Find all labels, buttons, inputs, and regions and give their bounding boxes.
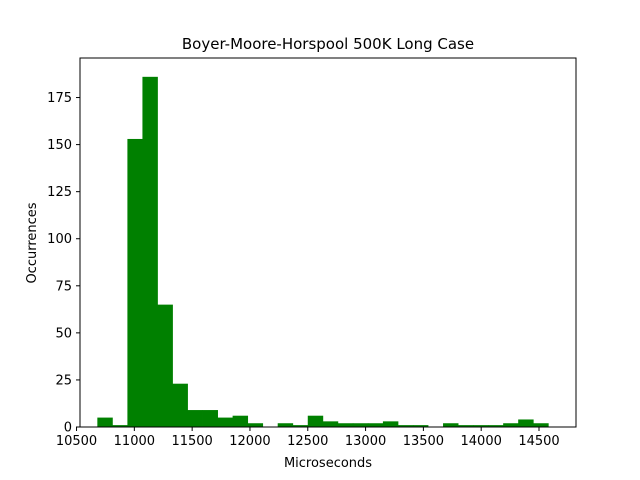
- histogram-bar: [337, 423, 354, 427]
- histogram-bar: [488, 425, 504, 427]
- x-tick-label: 10500: [56, 434, 97, 449]
- y-tick-label: 100: [47, 232, 72, 247]
- histogram-bar: [277, 423, 294, 427]
- histogram-bar: [97, 417, 113, 427]
- y-tick-label: 25: [55, 373, 72, 388]
- x-tick-label: 13500: [403, 434, 444, 449]
- x-tick-label: 12000: [229, 434, 270, 449]
- histogram-bar: [292, 425, 309, 427]
- chart-title: Boyer-Moore-Horspool 500K Long Case: [182, 35, 474, 53]
- histogram-bar: [157, 304, 173, 427]
- y-axis-ticks: 0 25 50 75 100 125 150 175: [47, 91, 80, 436]
- x-tick-label: 11500: [171, 434, 212, 449]
- x-tick-label: 11000: [114, 434, 155, 449]
- histogram-bar: [247, 423, 264, 427]
- y-tick-label: 175: [47, 91, 72, 106]
- histogram-bar: [518, 419, 534, 427]
- y-tick-label: 50: [55, 326, 72, 341]
- x-tick-label: 13000: [345, 434, 386, 449]
- histogram-bar: [533, 423, 549, 427]
- y-axis-label: Occurrences: [25, 202, 40, 283]
- x-tick-label: 14500: [518, 434, 559, 449]
- y-tick-label: 75: [55, 279, 72, 294]
- histogram-bar: [202, 410, 218, 427]
- histogram-bar: [172, 383, 188, 427]
- histogram-bar: [217, 417, 234, 427]
- histogram-bar: [112, 425, 128, 427]
- histogram-bar: [503, 423, 519, 427]
- histogram-bar: [352, 423, 369, 427]
- histogram-bar: [187, 410, 203, 427]
- x-axis-label: Microseconds: [284, 456, 372, 471]
- histogram-bar: [367, 423, 384, 427]
- y-tick-label: 125: [47, 185, 72, 200]
- x-tick-label: 12500: [287, 434, 328, 449]
- histogram-bar: [397, 425, 414, 427]
- histogram-bar: [443, 423, 459, 427]
- bars-group: [97, 76, 549, 427]
- x-tick-label: 14000: [461, 434, 502, 449]
- histogram-bar: [458, 425, 474, 427]
- histogram-bar: [412, 425, 429, 427]
- y-tick-label: 150: [47, 138, 72, 153]
- histogram-bar: [142, 76, 158, 427]
- histogram-bar: [322, 421, 339, 427]
- y-tick-label: 0: [64, 421, 72, 436]
- histogram-bar: [307, 415, 324, 427]
- histogram-bar: [127, 138, 143, 427]
- histogram-bar: [232, 415, 249, 427]
- histogram-bar: [473, 425, 489, 427]
- plot-frame: [79, 57, 577, 428]
- histogram-bar: [382, 421, 399, 427]
- x-axis-ticks: 10500 11000 11500 12000 12500 13000 13500 14000…: [56, 427, 560, 449]
